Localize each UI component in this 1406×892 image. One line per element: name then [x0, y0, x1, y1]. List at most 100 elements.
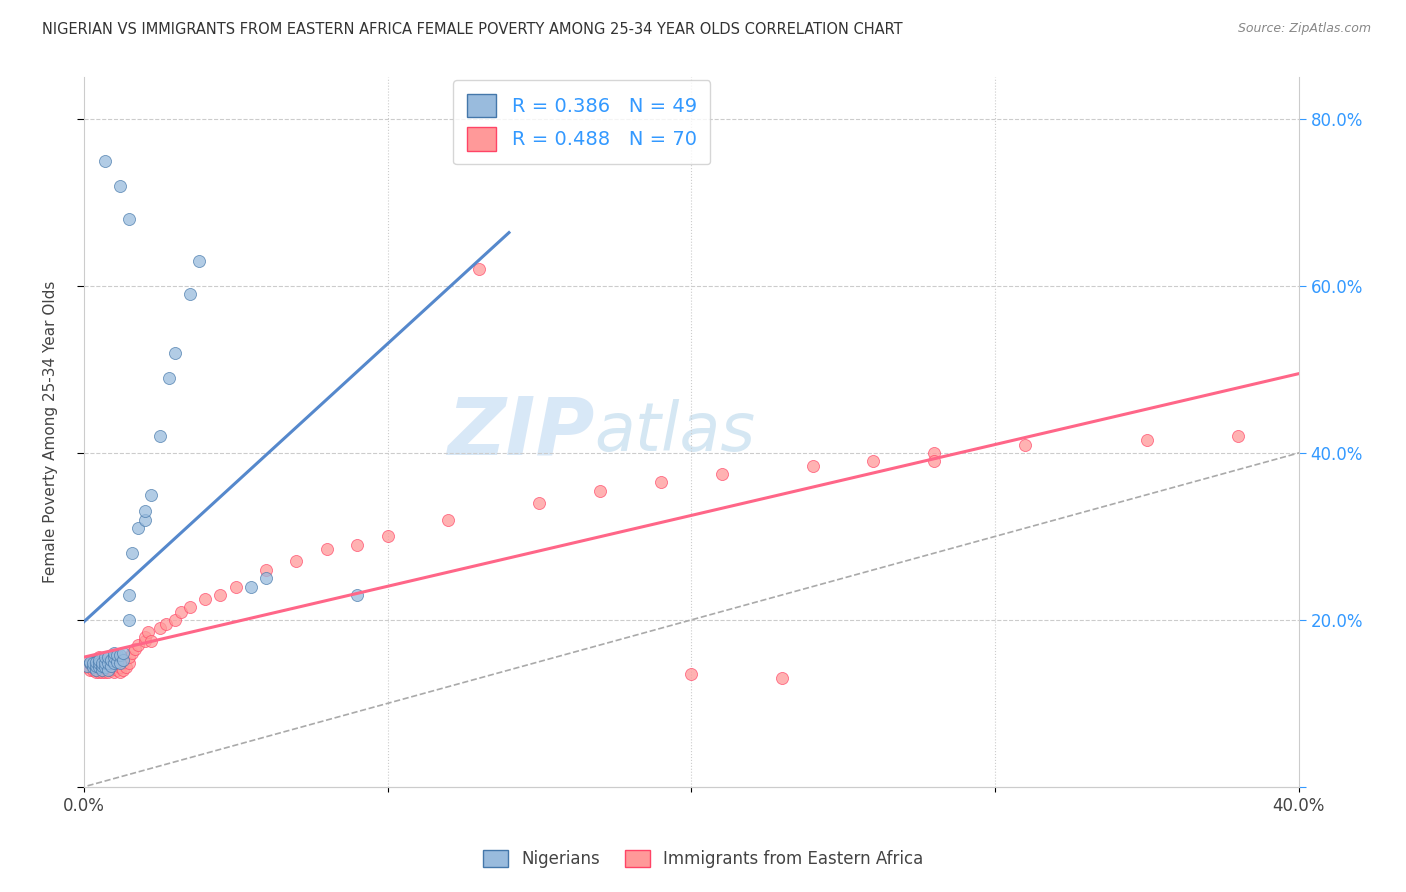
Point [84, 655, 107, 669]
Point [437, 513, 460, 527]
Point [110, 178, 132, 193]
Point [94, 665, 117, 679]
Point [862, 454, 884, 468]
Point [139, 488, 162, 502]
Point [91, 657, 114, 671]
Point [136, 625, 159, 640]
Point [315, 541, 337, 556]
Legend: Nigerians, Immigrants from Eastern Africa: Nigerians, Immigrants from Eastern Afric… [477, 843, 929, 875]
Point [91, 660, 114, 674]
Point [110, 657, 132, 671]
Point [112, 646, 135, 660]
Point [97, 660, 120, 674]
Point [346, 538, 368, 552]
Point [84, 655, 107, 669]
Point [79, 655, 101, 669]
Point [1136, 434, 1159, 448]
Point [91, 658, 114, 673]
Point [346, 588, 368, 602]
Point [118, 212, 141, 227]
Point [170, 605, 193, 619]
Point [87, 665, 110, 679]
Point [922, 446, 945, 460]
Point [97, 665, 120, 679]
Point [134, 504, 156, 518]
Point [79, 657, 101, 671]
Point [118, 657, 141, 671]
Point [163, 346, 186, 360]
Point [105, 657, 128, 671]
Text: atlas: atlas [593, 399, 755, 465]
Point [112, 653, 135, 667]
Point [127, 638, 149, 652]
Point [103, 660, 125, 674]
Point [127, 521, 149, 535]
Point [87, 660, 110, 674]
Point [157, 371, 180, 385]
Point [103, 650, 125, 665]
Point [139, 633, 162, 648]
Point [149, 429, 172, 443]
Point [118, 613, 141, 627]
Point [188, 254, 211, 268]
Point [121, 546, 143, 560]
Point [110, 648, 132, 662]
Text: Source: ZipAtlas.com: Source: ZipAtlas.com [1237, 22, 1371, 36]
Point [94, 660, 117, 674]
Point [124, 642, 146, 657]
Point [103, 646, 125, 660]
Point [94, 153, 117, 168]
Point [87, 657, 110, 671]
Point [84, 663, 107, 677]
Point [100, 657, 122, 671]
Point [82, 658, 104, 673]
Point [79, 657, 101, 671]
Point [94, 650, 117, 665]
Point [100, 663, 122, 677]
Point [163, 613, 186, 627]
Point [922, 454, 945, 468]
Point [105, 648, 128, 662]
Point [194, 592, 217, 607]
Point [285, 554, 308, 568]
Point [103, 657, 125, 671]
Point [110, 655, 132, 669]
Point [82, 660, 104, 674]
Point [105, 663, 128, 677]
Point [82, 655, 104, 669]
Point [97, 655, 120, 669]
Point [97, 650, 120, 665]
Point [87, 650, 110, 665]
Point [121, 646, 143, 660]
Point [87, 660, 110, 674]
Point [91, 663, 114, 677]
Point [118, 650, 141, 665]
Point [79, 663, 101, 677]
Point [87, 657, 110, 671]
Point [377, 529, 399, 543]
Point [91, 657, 114, 671]
Point [1226, 429, 1249, 443]
Point [82, 657, 104, 671]
Point [112, 657, 135, 671]
Point [110, 665, 132, 679]
Point [76, 658, 98, 673]
Point [770, 671, 793, 685]
Point [209, 588, 232, 602]
Point [179, 600, 201, 615]
Point [118, 588, 141, 602]
Point [589, 483, 612, 498]
Point [94, 650, 117, 665]
Point [681, 667, 703, 681]
Point [103, 665, 125, 679]
Point [103, 650, 125, 665]
Point [84, 665, 107, 679]
Point [87, 653, 110, 667]
Point [254, 571, 277, 585]
Point [84, 658, 107, 673]
Point [134, 630, 156, 644]
Point [239, 580, 262, 594]
Text: ZIP: ZIP [447, 393, 593, 471]
Text: NIGERIAN VS IMMIGRANTS FROM EASTERN AFRICA FEMALE POVERTY AMONG 25-34 YEAR OLDS : NIGERIAN VS IMMIGRANTS FROM EASTERN AFRI… [42, 22, 903, 37]
Point [650, 475, 672, 490]
